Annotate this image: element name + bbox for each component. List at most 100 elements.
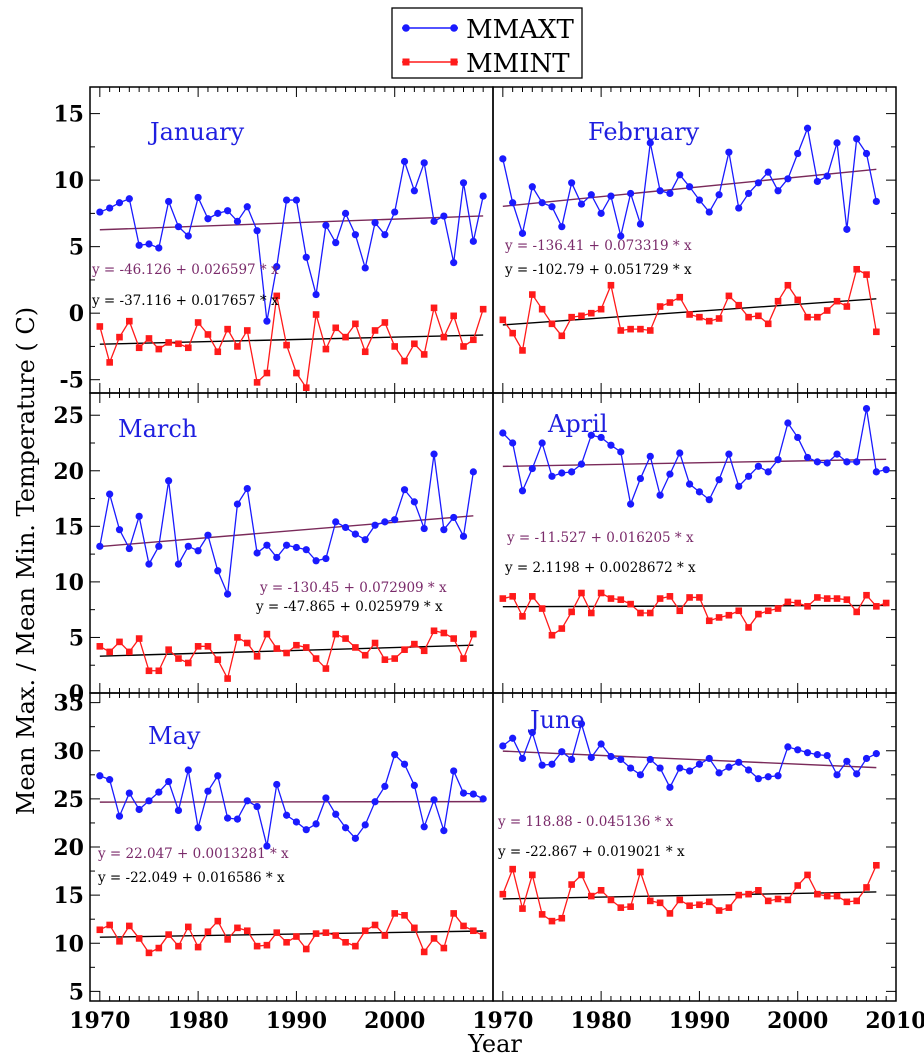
data-point-mmint: [470, 630, 477, 638]
data-point-mmint: [853, 897, 860, 905]
data-point-mmint: [617, 596, 625, 603]
data-point-mmint: [165, 339, 172, 346]
data-point-mmaxt: [450, 259, 458, 267]
data-point-mmaxt: [174, 560, 183, 568]
data-point-mmaxt: [263, 541, 271, 549]
data-point-mmint: [735, 301, 743, 309]
data-point-mmaxt: [410, 187, 418, 195]
data-point-mmaxt: [853, 458, 861, 466]
data-point-mmint: [342, 938, 349, 946]
y-tick-label: 0: [69, 301, 84, 327]
data-point-mmint: [312, 655, 320, 662]
data-point-mmint: [371, 639, 379, 647]
data-point-mmaxt: [666, 470, 674, 478]
data-point-mmaxt: [705, 496, 713, 504]
data-point-mmint: [725, 292, 733, 300]
data-point-mmaxt: [469, 237, 477, 245]
data-point-mmint: [253, 379, 261, 386]
data-point-mmint: [833, 595, 841, 602]
panel-april: April y = -11.527 + 0.016205 * x y = 2.119…: [492, 392, 897, 694]
data-point-mmint: [558, 914, 566, 922]
data-point-mmint: [548, 917, 556, 925]
data-point-mmaxt: [165, 477, 173, 485]
data-point-mmaxt: [420, 524, 428, 533]
data-point-mmint: [214, 917, 222, 925]
data-point-mmint: [686, 311, 693, 318]
data-point-mmint: [823, 307, 831, 314]
data-point-mmaxt: [479, 192, 487, 200]
data-point-mmint: [126, 317, 133, 325]
data-point-mmaxt: [194, 193, 202, 202]
data-point-mmaxt: [794, 433, 802, 442]
data-point-mmaxt: [803, 453, 812, 462]
data-point-mmaxt: [715, 769, 723, 777]
data-point-mmaxt: [764, 468, 772, 476]
legend-mmint-marker: [450, 58, 458, 66]
data-point-mmint: [342, 635, 349, 642]
data-point-mmaxt: [784, 743, 792, 751]
data-point-mmint: [696, 313, 703, 321]
legend-mmint-marker: [402, 58, 410, 66]
data-point-mmint: [411, 640, 418, 648]
data-point-mmint: [391, 343, 399, 350]
data-point-mmint: [794, 599, 802, 607]
data-point-mmaxt: [843, 225, 851, 233]
data-point-mmint: [234, 634, 241, 641]
series-line-mmaxt: [99, 158, 484, 322]
data-point-mmaxt: [882, 466, 890, 474]
data-point-mmint: [342, 333, 349, 341]
trend-equation-mmint: y = -22.049 + 0.016586 * x: [97, 870, 285, 886]
y-tick-label: 25: [53, 403, 84, 429]
trend-line-mmint: [502, 604, 887, 608]
data-point-mmint: [666, 299, 674, 306]
data-point-mmaxt: [381, 518, 389, 526]
data-point-mmint: [263, 630, 271, 638]
trend-equation-mmint: y = -22.867 + 0.019021 * x: [497, 844, 685, 860]
data-point-mmaxt: [518, 754, 527, 763]
data-point-mmaxt: [676, 764, 684, 772]
data-point-mmint: [853, 608, 860, 616]
data-point-mmaxt: [263, 317, 271, 325]
data-point-mmint: [116, 333, 123, 341]
data-point-mmint: [774, 895, 782, 903]
y-tick-label: 15: [53, 883, 84, 909]
data-point-mmaxt: [400, 760, 409, 768]
data-point-mmaxt: [656, 491, 664, 499]
data-point-mmint: [352, 942, 359, 950]
trend-equation-mmint: y = -37.116 + 0.017657 * x: [91, 293, 279, 309]
data-point-mmint: [597, 305, 605, 313]
data-point-mmint: [175, 655, 182, 662]
data-point-mmint: [253, 942, 261, 950]
data-point-mmaxt: [302, 253, 310, 261]
panel-june: June y = 118.88 - 0.045136 * x y = -22.867…: [492, 692, 897, 1002]
data-point-mmaxt: [440, 526, 448, 534]
data-point-mmint: [135, 935, 143, 942]
data-point-mmaxt: [253, 802, 261, 811]
data-point-mmint: [312, 311, 320, 318]
data-point-mmint: [361, 348, 369, 356]
data-point-mmint: [224, 325, 231, 333]
panel-february: February y = -136.41 + 0.073319 * x y = -1…: [492, 86, 897, 394]
data-point-mmaxt: [469, 468, 477, 476]
data-point-mmaxt: [391, 208, 399, 216]
data-point-mmaxt: [400, 486, 409, 494]
data-point-mmaxt: [646, 755, 654, 764]
x-tick-label: 1990: [266, 1008, 327, 1034]
data-point-mmaxt: [764, 168, 772, 176]
data-point-mmaxt: [302, 826, 310, 834]
data-point-mmint: [607, 896, 615, 904]
data-point-mmaxt: [499, 742, 507, 750]
data-point-mmaxt: [135, 512, 143, 520]
data-point-mmaxt: [233, 217, 242, 225]
data-point-mmint: [381, 656, 389, 663]
data-point-mmaxt: [165, 777, 173, 786]
data-point-mmaxt: [361, 264, 369, 272]
data-point-mmaxt: [607, 752, 615, 761]
data-point-mmaxt: [145, 560, 153, 568]
data-point-mmint: [725, 904, 733, 911]
y-tick-label: 35: [53, 691, 84, 717]
legend-box: [391, 7, 583, 79]
data-point-mmaxt: [509, 439, 517, 447]
data-point-mmaxt: [371, 798, 379, 806]
data-point-mmint: [273, 929, 281, 936]
